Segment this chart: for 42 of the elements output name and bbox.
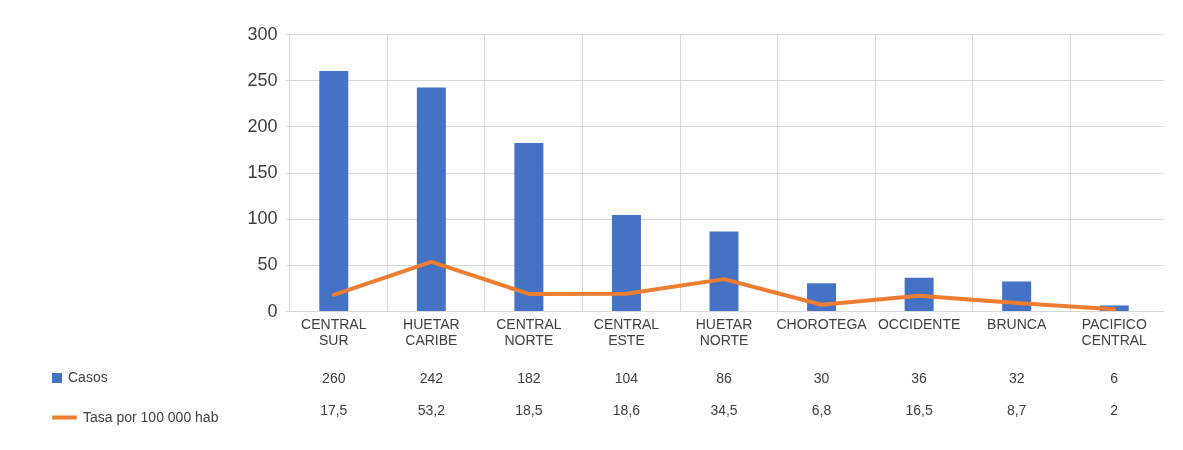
data-label: 182 (517, 370, 541, 386)
data-label: 8,7 (1006, 402, 1027, 418)
y-tick-label: 0 (267, 300, 278, 321)
y-tick-label: 200 (247, 115, 278, 136)
legend-label: Casos (68, 369, 108, 385)
data-label: 6 (1110, 370, 1119, 386)
data-label: 53,2 (417, 402, 446, 418)
line-series (331, 259, 1117, 312)
x-tick-label: CENTRAL ESTE (593, 315, 660, 348)
bar (416, 87, 446, 311)
bar (514, 142, 544, 311)
x-tick-label: CENTRAL SUR (301, 315, 367, 348)
bar (709, 231, 739, 311)
data-label: 34,5 (710, 402, 738, 418)
data-label: 260 (322, 370, 346, 386)
data-label: 104 (614, 370, 639, 386)
x-tick-label: BRUNCA (987, 315, 1047, 332)
x-tick-label: HUETAR NORTE (695, 315, 753, 348)
bar (611, 214, 641, 311)
data-label: 2 (1110, 402, 1119, 418)
data-label: 17,5 (320, 402, 348, 418)
y-tick-label: 50 (257, 254, 278, 275)
y-tick-label: 300 (247, 23, 278, 44)
data-label: 32 (1008, 370, 1025, 386)
data-label: 86 (716, 370, 732, 386)
bar (319, 70, 349, 311)
x-tick-label: CENTRAL NORTE (496, 315, 562, 348)
data-label: 18,6 (612, 402, 641, 418)
y-tick-label: 100 (247, 208, 278, 229)
data-label: 6,8 (811, 402, 832, 418)
y-tick-label: 250 (247, 69, 278, 90)
data-label: 242 (419, 370, 444, 386)
x-tick-label: PACIFICO CENTRAL (1081, 315, 1148, 348)
legend-label: Tasa por 100 000 hab (83, 408, 219, 425)
data-label: 18,5 (515, 402, 543, 418)
x-tick-label: CHOROTEGA (776, 315, 868, 332)
data-label: 30 (813, 370, 830, 386)
y-tick-label: 150 (247, 162, 278, 182)
data-label: 16,5 (905, 402, 933, 418)
x-tick-label: OCCIDENTE (877, 315, 961, 332)
data-label: 36 (911, 370, 928, 386)
x-tick-label: HUETAR CARIBE (403, 315, 460, 348)
